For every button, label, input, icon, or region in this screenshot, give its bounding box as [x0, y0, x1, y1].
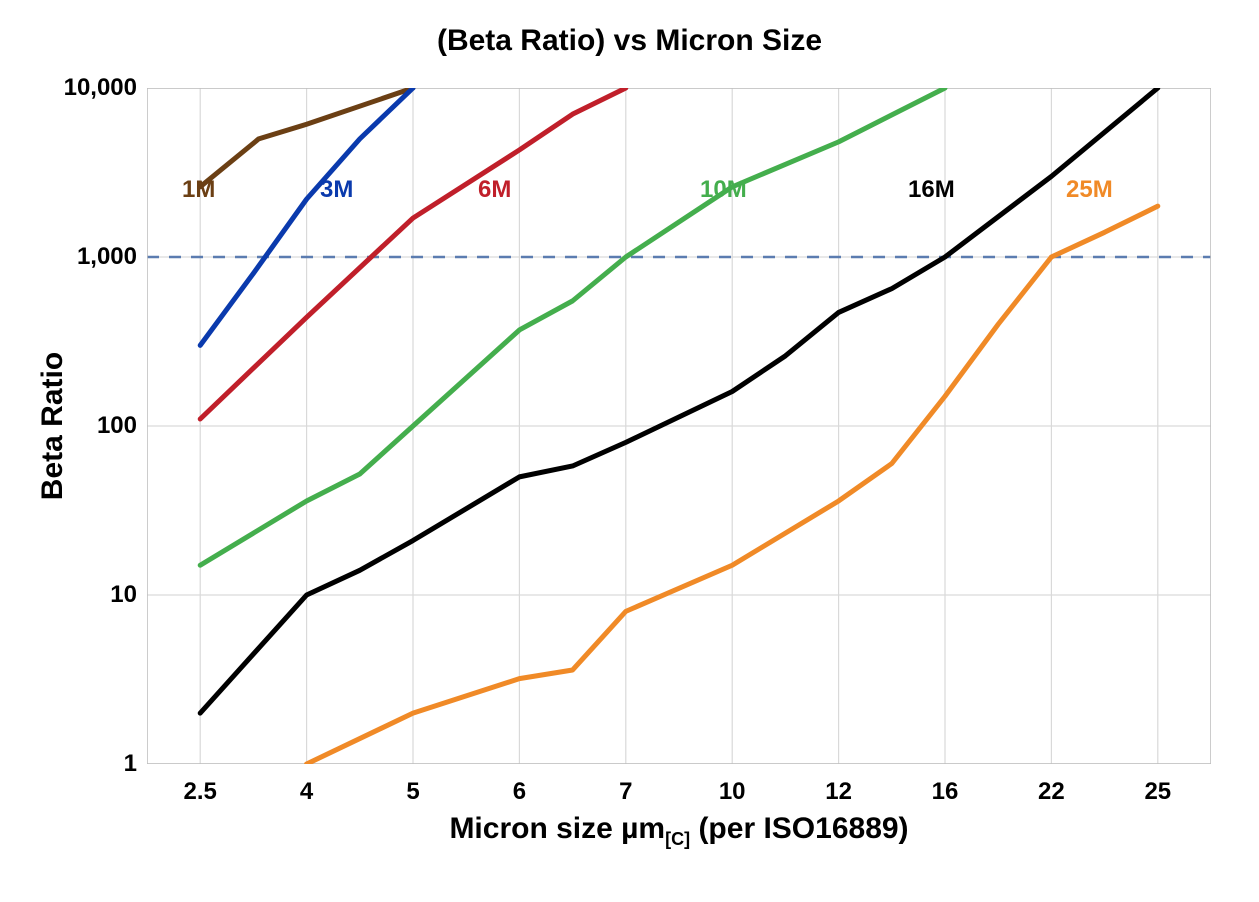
x-axis-label-prefix: Micron size µm — [449, 812, 665, 845]
series-label-25m: 25M — [1066, 176, 1113, 204]
x-tick-label: 6 — [513, 778, 526, 806]
x-tick-label: 16 — [932, 778, 959, 806]
x-tick-label: 5 — [406, 778, 419, 806]
y-tick-label: 1,000 — [57, 243, 137, 271]
x-tick-label: 2.5 — [184, 778, 217, 806]
series-label-16m: 16M — [908, 176, 955, 204]
x-tick-label: 7 — [619, 778, 632, 806]
series-label-10m: 10M — [700, 176, 747, 204]
x-axis-label: Micron size µm[C] (per ISO16889) — [147, 812, 1211, 850]
y-tick-label: 10 — [57, 581, 137, 609]
x-tick-label: 10 — [719, 778, 746, 806]
series-label-6m: 6M — [478, 176, 511, 204]
chart-title: (Beta Ratio) vs Micron Size — [0, 24, 1259, 58]
x-tick-label: 22 — [1038, 778, 1065, 806]
y-tick-label: 100 — [57, 412, 137, 440]
x-tick-label: 4 — [300, 778, 313, 806]
series-label-3m: 3M — [320, 176, 353, 204]
x-axis-label-suffix: (per ISO16889) — [690, 812, 908, 845]
y-tick-label: 10,000 — [57, 74, 137, 102]
x-tick-label: 25 — [1144, 778, 1171, 806]
chart-plot-area — [147, 88, 1211, 764]
y-tick-label: 1 — [57, 750, 137, 778]
series-label-1m: 1M — [182, 176, 215, 204]
x-axis-label-subscript: [C] — [665, 829, 690, 849]
x-tick-label: 12 — [825, 778, 852, 806]
